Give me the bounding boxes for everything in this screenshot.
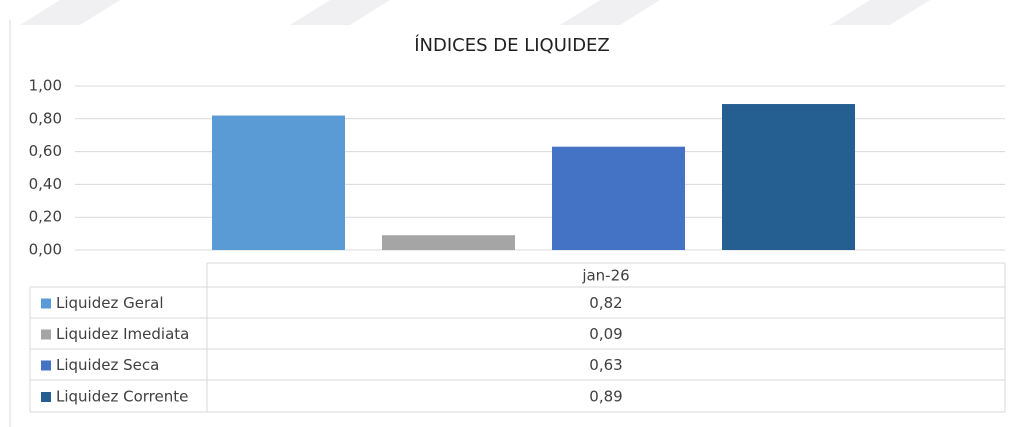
legend-key [41, 392, 51, 402]
legend-label: Liquidez Geral [56, 294, 164, 312]
data-label: 0,63 [589, 356, 622, 374]
background-stripe [20, 0, 120, 25]
y-tick-label: 0,80 [29, 109, 62, 127]
x-tick-label: jan-26 [581, 267, 629, 285]
legend-key [41, 329, 51, 340]
bar [382, 235, 515, 250]
y-tick-label: 0,00 [29, 241, 62, 259]
data-label: 0,09 [589, 325, 622, 343]
legend-label: Liquidez Imediata [56, 325, 189, 343]
legend-label: Liquidez Corrente [56, 388, 188, 406]
bar [722, 104, 855, 250]
data-label: 0,82 [589, 294, 622, 312]
background-stripe [560, 0, 660, 25]
data-label: 0,89 [589, 388, 622, 406]
y-tick-label: 0,40 [29, 175, 62, 193]
legend-label: Liquidez Seca [56, 356, 159, 374]
background-stripe [830, 0, 930, 25]
y-tick-label: 0,20 [29, 208, 62, 226]
legend-key [41, 360, 51, 371]
chart-title: ÍNDICES DE LIQUIDEZ [414, 34, 610, 56]
legend-key [41, 298, 51, 309]
y-tick-label: 0,60 [29, 142, 62, 160]
background-stripe [290, 0, 390, 25]
y-tick-label: 1,00 [29, 77, 62, 95]
bar [212, 115, 345, 251]
bar [552, 146, 685, 250]
